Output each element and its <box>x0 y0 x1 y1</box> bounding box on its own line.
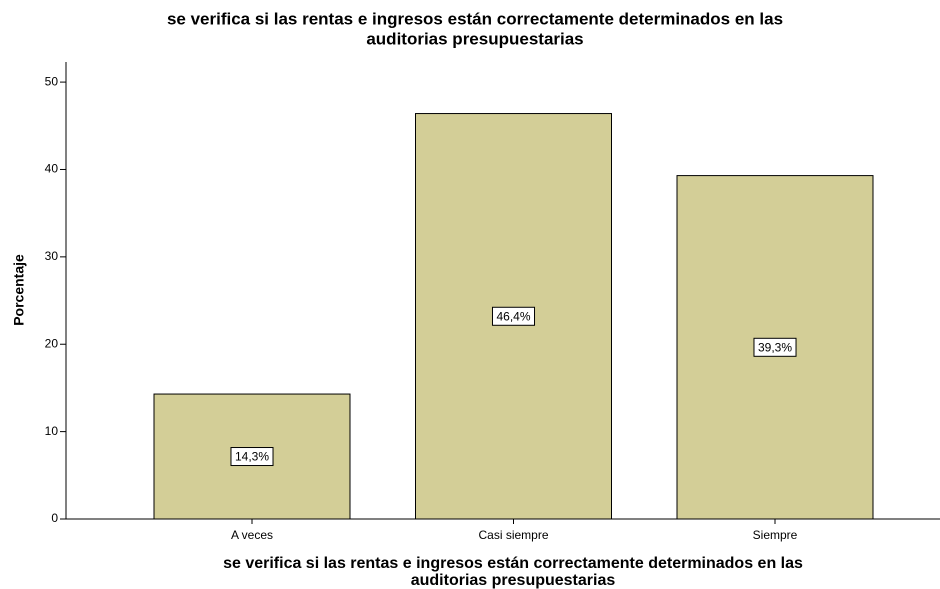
y-tick-label: 30 <box>45 249 59 263</box>
value-label-box <box>230 447 274 467</box>
value-label: 39,3% <box>758 340 792 354</box>
value-label: 46,4% <box>496 309 530 323</box>
x-axis-label: auditorias presupuestarias <box>411 572 616 589</box>
value-label: 14,3% <box>235 450 269 464</box>
x-tick-label: Casi siempre <box>478 528 548 542</box>
value-label-box <box>753 337 797 357</box>
y-tick-label: 40 <box>45 162 59 176</box>
x-axis-label: se verifica si las rentas e ingresos est… <box>223 555 803 572</box>
chart-title: se verifica si las rentas e ingresos est… <box>167 9 783 28</box>
x-tick-label: A veces <box>231 528 273 542</box>
y-tick-label: 20 <box>45 336 59 350</box>
chart-title: auditorias presupuestarias <box>366 29 583 48</box>
y-axis-label: Porcentaje <box>11 254 27 326</box>
y-tick-label: 0 <box>51 511 58 525</box>
value-label-box <box>491 306 536 326</box>
y-tick-label: 10 <box>45 424 59 438</box>
x-tick-label: Siempre <box>753 528 798 542</box>
y-tick-label: 50 <box>45 74 59 88</box>
